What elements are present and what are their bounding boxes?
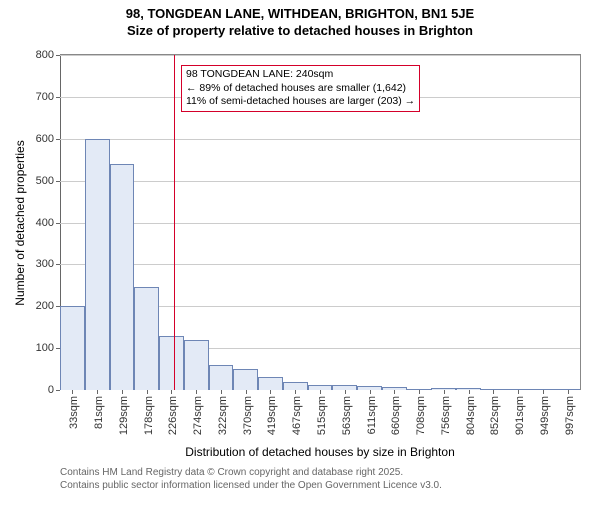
x-tick-label: 852sqm xyxy=(489,396,501,435)
x-tick xyxy=(394,390,395,394)
x-tick xyxy=(493,390,494,394)
chart-subtitle: Size of property relative to detached ho… xyxy=(0,23,600,38)
y-tick xyxy=(56,139,60,140)
annotation-line: 11% of semi-detached houses are larger (… xyxy=(186,95,415,109)
x-tick xyxy=(122,390,123,394)
x-tick xyxy=(518,390,519,394)
grid-line xyxy=(60,55,580,56)
histogram-bar xyxy=(85,139,110,390)
x-tick-label: 563sqm xyxy=(341,396,353,435)
y-tick-label: 500 xyxy=(36,175,54,187)
x-tick-label: 515sqm xyxy=(316,396,328,435)
x-tick-label: 370sqm xyxy=(242,396,254,435)
histogram-bar xyxy=(209,365,234,390)
histogram-bar xyxy=(258,377,283,390)
x-tick-label: 804sqm xyxy=(465,396,477,435)
y-tick-label: 800 xyxy=(36,49,54,61)
x-tick-label: 949sqm xyxy=(539,396,551,435)
x-tick xyxy=(419,390,420,394)
histogram-bar xyxy=(233,369,258,390)
x-tick-label: 226sqm xyxy=(167,396,179,435)
y-axis-label: Number of detached properties xyxy=(13,123,27,323)
y-tick xyxy=(56,55,60,56)
grid-line xyxy=(60,223,580,224)
histogram-bar xyxy=(159,336,184,390)
y-tick-label: 100 xyxy=(36,342,54,354)
footer-attribution-1: Contains HM Land Registry data © Crown c… xyxy=(60,467,403,478)
y-tick-label: 0 xyxy=(48,384,54,396)
x-tick xyxy=(370,390,371,394)
x-tick-label: 997sqm xyxy=(564,396,576,435)
x-axis-label: Distribution of detached houses by size … xyxy=(60,445,580,459)
chart-title-address: 98, TONGDEAN LANE, WITHDEAN, BRIGHTON, B… xyxy=(0,6,600,21)
histogram-bar xyxy=(283,382,308,390)
x-tick xyxy=(345,390,346,394)
reference-line xyxy=(174,55,175,390)
x-tick xyxy=(295,390,296,394)
x-tick-label: 467sqm xyxy=(291,396,303,435)
x-tick xyxy=(320,390,321,394)
plot-area: 010020030040050060070080033sqm81sqm129sq… xyxy=(60,54,581,390)
y-tick xyxy=(56,97,60,98)
x-tick xyxy=(444,390,445,394)
x-tick xyxy=(72,390,73,394)
grid-line xyxy=(60,139,580,140)
y-tick-label: 200 xyxy=(36,300,54,312)
x-tick-label: 419sqm xyxy=(266,396,278,435)
footer-attribution-2: Contains public sector information licen… xyxy=(60,480,442,491)
histogram-bar xyxy=(134,287,159,390)
x-tick xyxy=(171,390,172,394)
x-tick-label: 129sqm xyxy=(118,396,130,435)
x-tick xyxy=(97,390,98,394)
x-tick-label: 274sqm xyxy=(192,396,204,435)
x-tick-label: 178sqm xyxy=(143,396,155,435)
annotation-line: ← 89% of detached houses are smaller (1,… xyxy=(186,82,415,96)
x-tick-label: 708sqm xyxy=(415,396,427,435)
y-tick-label: 700 xyxy=(36,91,54,103)
grid-line xyxy=(60,181,580,182)
annotation-line: 98 TONGDEAN LANE: 240sqm xyxy=(186,68,415,82)
y-tick-label: 400 xyxy=(36,217,54,229)
grid-line xyxy=(60,264,580,265)
x-tick xyxy=(270,390,271,394)
x-tick-label: 33sqm xyxy=(68,396,80,429)
x-tick-label: 660sqm xyxy=(390,396,402,435)
x-tick-label: 81sqm xyxy=(93,396,105,429)
x-tick xyxy=(543,390,544,394)
y-tick xyxy=(56,264,60,265)
y-tick-label: 300 xyxy=(36,258,54,270)
x-tick-label: 901sqm xyxy=(514,396,526,435)
histogram-bar xyxy=(60,306,85,390)
x-tick-label: 756sqm xyxy=(440,396,452,435)
x-tick xyxy=(568,390,569,394)
chart-container: { "title_line1": "98, TONGDEAN LANE, WIT… xyxy=(0,6,600,506)
histogram-bar xyxy=(110,164,135,390)
y-tick xyxy=(56,223,60,224)
y-tick-label: 600 xyxy=(36,133,54,145)
x-tick-label: 322sqm xyxy=(217,396,229,435)
histogram-bar xyxy=(184,340,209,390)
y-tick xyxy=(56,390,60,391)
x-tick xyxy=(196,390,197,394)
x-tick xyxy=(221,390,222,394)
x-tick-label: 611sqm xyxy=(366,396,378,434)
x-tick xyxy=(147,390,148,394)
y-tick xyxy=(56,181,60,182)
annotation-box: 98 TONGDEAN LANE: 240sqm← 89% of detache… xyxy=(181,65,420,112)
x-tick xyxy=(246,390,247,394)
x-tick xyxy=(469,390,470,394)
